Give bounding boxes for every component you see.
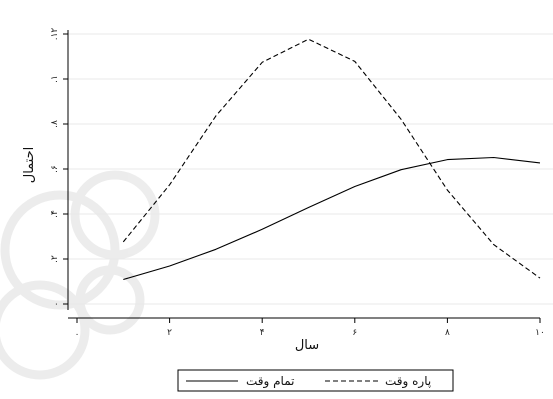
watermark bbox=[0, 170, 160, 380]
y-axis-title: احتمال bbox=[22, 147, 37, 184]
legend-label-part-time: پاره وقت bbox=[385, 374, 431, 389]
x-tick-label: ۸ bbox=[445, 328, 450, 338]
y-tick-label: . bbox=[50, 303, 60, 306]
y-tick-label: .۲ bbox=[50, 255, 60, 263]
x-tick-label: ۲ bbox=[167, 328, 172, 338]
x-tick-label: ۱۰ bbox=[535, 328, 545, 338]
y-tick-label: .۱۲ bbox=[50, 28, 60, 41]
x-tick-label: . bbox=[76, 328, 79, 338]
series-lines bbox=[122, 38, 541, 281]
y-tick-label: .۱ bbox=[50, 75, 60, 83]
x-tick-label: ۴ bbox=[260, 328, 265, 338]
x-tick-label: ۶ bbox=[352, 328, 357, 338]
axes bbox=[67, 30, 540, 319]
x-axis-title: سال bbox=[295, 338, 319, 353]
series-line-part-time bbox=[122, 38, 541, 279]
y-ticks: . .۲ .۴ .۶ .۸ .۱ .۱۲ bbox=[50, 28, 68, 306]
x-ticks: . ۲ ۴ ۶ ۸ ۱۰ bbox=[76, 318, 545, 338]
y-tick-label: .۸ bbox=[50, 120, 60, 128]
y-tick-label: .۴ bbox=[50, 210, 60, 218]
legend: تمام وقت پاره وقت bbox=[177, 369, 454, 392]
legend-box bbox=[177, 369, 454, 392]
legend-label-full-time: تمام وقت bbox=[246, 374, 295, 389]
grid bbox=[68, 33, 553, 305]
y-tick-label: .۶ bbox=[50, 165, 60, 173]
series-line-full-time bbox=[123, 156, 541, 281]
